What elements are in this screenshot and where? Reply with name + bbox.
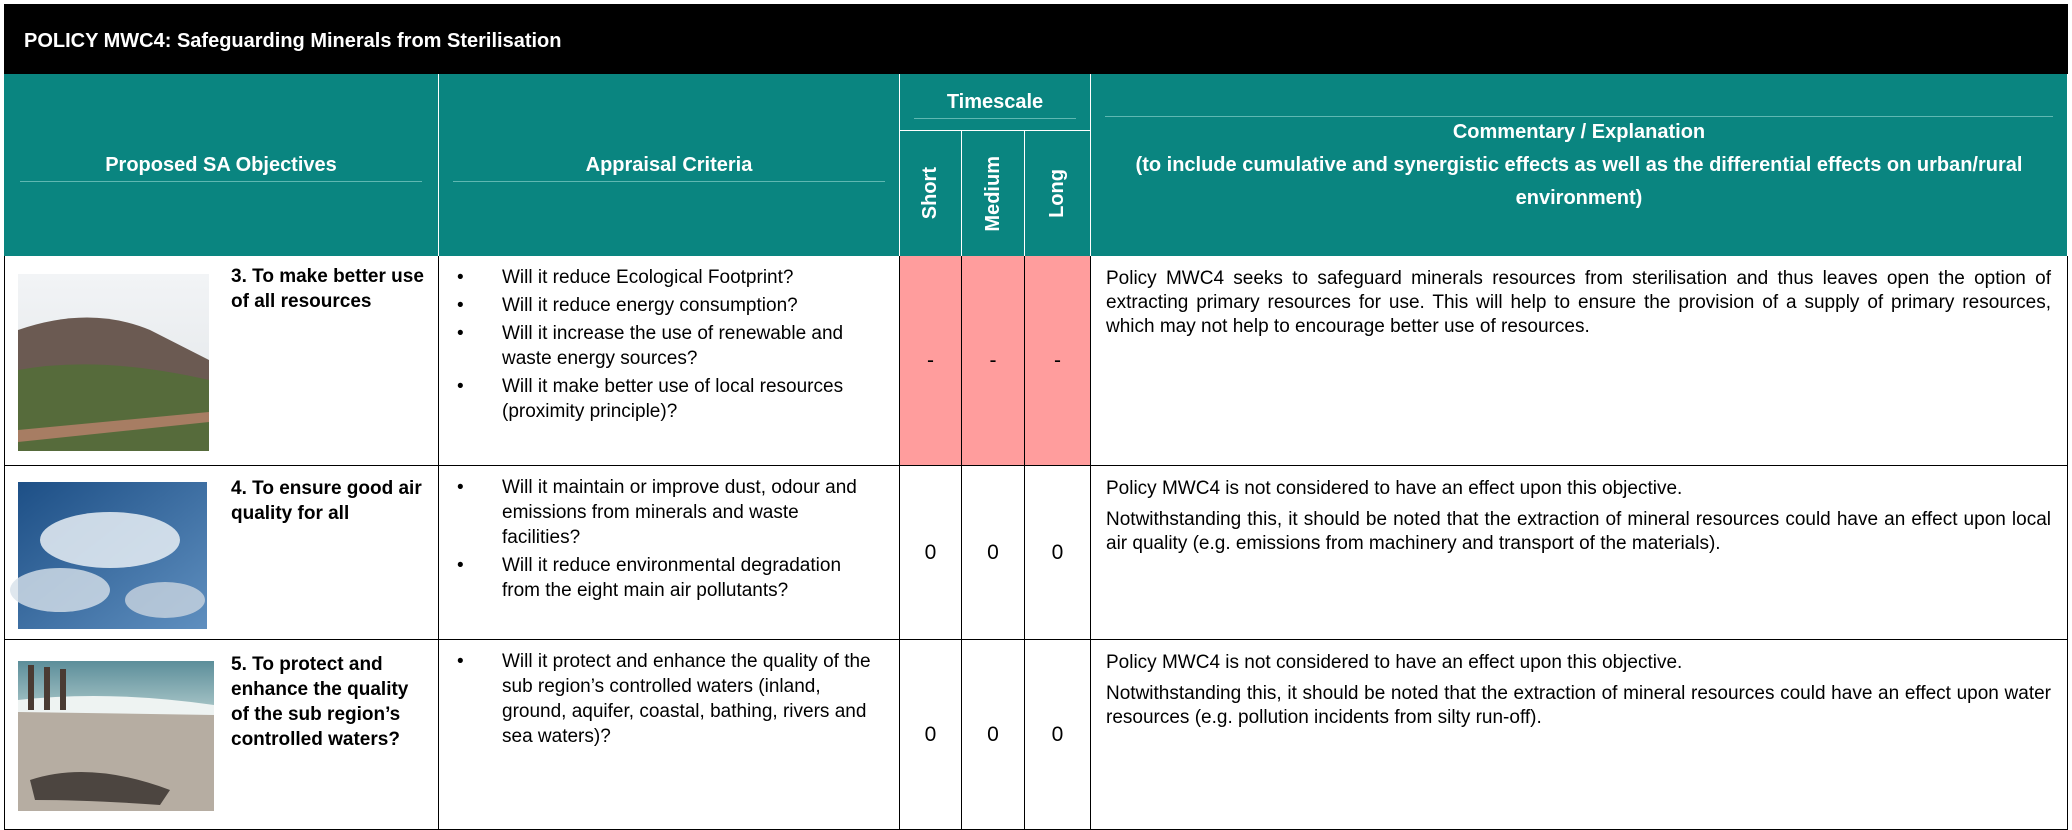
medium-score: 0 [962,466,1025,640]
short-score: 0 [900,466,962,640]
criterion: Will it increase the use of renewable an… [457,321,881,371]
commentary-text: Policy MWC4 is not considered to have an… [1106,478,1683,499]
header-text: Long [1046,169,1068,218]
header-text: Timescale [946,90,1044,113]
criterion: Will it reduce environmental degradation… [457,553,881,603]
commentary-cell: Policy MWC4 is not considered to have an… [1091,640,2068,830]
criterion: Will it make better use of local resourc… [457,374,881,424]
commentary-text: Notwithstanding this, it should be noted… [1106,683,2051,728]
commentary-text: Policy MWC4 is not considered to have an… [1106,652,1683,673]
medium-score: - [962,256,1025,466]
long-score: - [1025,256,1091,466]
criteria-list: Will it maintain or improve dust, odour … [457,475,881,603]
header-objectives: Proposed SA Objectives [4,74,439,256]
header-text: Proposed SA Objectives [105,153,337,176]
short-score: - [900,256,962,466]
objective-text: 5. To protect and enhance the quality of… [231,654,409,750]
short-score: 0 [900,640,962,830]
criteria-cell: Will it protect and enhance the quality … [439,640,900,830]
header-text: Medium [981,155,1004,232]
header-long: Long [1025,131,1091,256]
medium-score: 0 [962,640,1025,830]
header-commentary: Commentary / Explanation (to include cum… [1091,74,2068,256]
header-note: (to include cumulative and synergistic e… [1135,153,2023,209]
criterion: Will it maintain or improve dust, odour … [457,475,881,550]
objective-cell [4,256,439,466]
long-score: 0 [1025,640,1091,830]
criteria-list: Will it protect and enhance the quality … [457,649,881,749]
header-text: Appraisal Criteria [585,153,753,176]
objective-cell [4,466,439,640]
header-text: Short [919,167,941,220]
long-score: 0 [1025,466,1091,640]
header-text: Commentary / Explanation [1452,120,1706,143]
commentary-text: Notwithstanding this, it should be noted… [1106,509,2051,554]
objective-text: 4. To ensure good air quality for all [231,478,422,524]
commentary-cell: Policy MWC4 is not considered to have an… [1091,466,2068,640]
header-medium: Medium [962,131,1025,256]
criterion: Will it reduce Ecological Footprint? [457,265,881,290]
commentary-cell: Policy MWC4 seeks to safeguard minerals … [1091,256,2068,466]
commentary-text: Policy MWC4 seeks to safeguard minerals … [1106,268,2051,337]
header-short: Short [900,131,962,256]
criterion: Will it protect and enhance the quality … [457,649,881,749]
objective-text: 3. To make better use of all resources [231,266,424,312]
criteria-cell: Will it maintain or improve dust, odour … [439,466,900,640]
criterion: Will it reduce energy consumption? [457,293,881,318]
header-timescale: Timescale [900,74,1091,131]
policy-title: POLICY MWC4: Safeguarding Minerals from … [4,4,2068,74]
header-criteria: Appraisal Criteria [439,74,900,256]
criteria-cell: Will it reduce Ecological Footprint? Will… [439,256,900,466]
criteria-list: Will it reduce Ecological Footprint? Will… [457,265,881,424]
